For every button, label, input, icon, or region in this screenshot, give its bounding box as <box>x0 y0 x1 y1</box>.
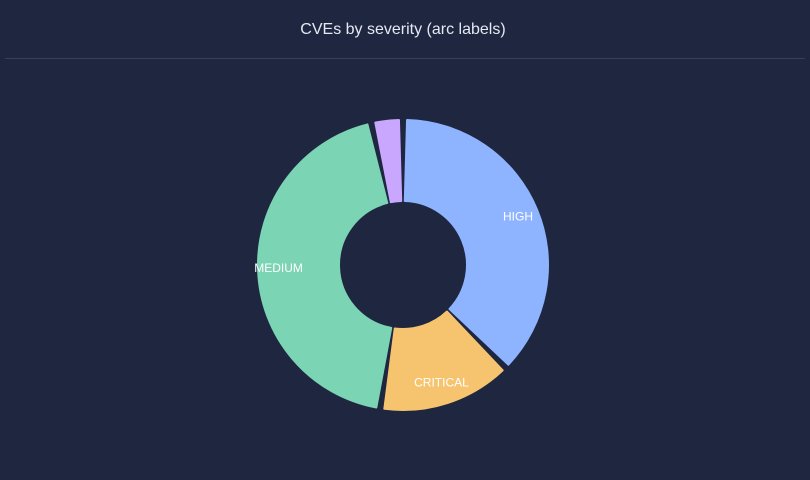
chart-title: CVEs by severity (arc labels) <box>300 21 505 38</box>
donut-slice <box>403 119 549 366</box>
slice-label: MEDIUM <box>254 261 303 275</box>
slice-label: HIGH <box>503 210 533 224</box>
donut-slice <box>383 310 504 411</box>
donut-slice <box>374 119 403 204</box>
donut-slice <box>257 123 393 409</box>
slice-label: CRITICAL <box>414 376 469 390</box>
